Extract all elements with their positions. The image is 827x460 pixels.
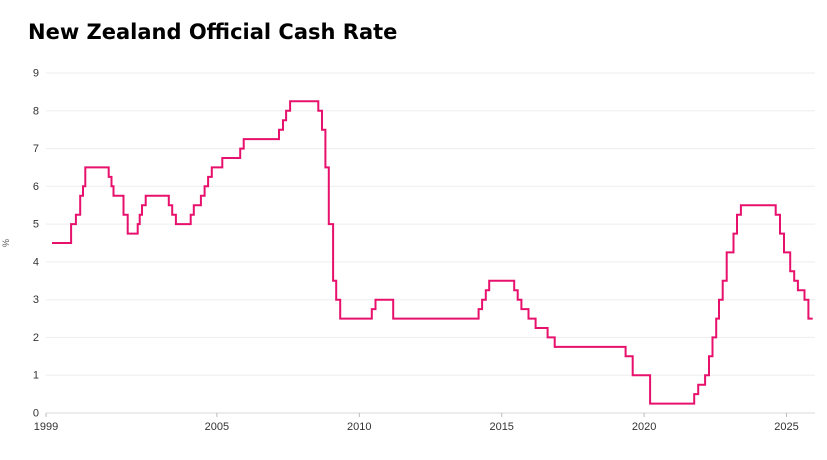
y-tick-label: 6 [33, 181, 39, 193]
y-tick-label: 9 [33, 68, 39, 80]
y-tick-label: 7 [33, 143, 39, 155]
y-tick-label: 2 [33, 332, 39, 344]
x-tick-label: 2020 [632, 421, 656, 433]
y-tick-label: 0 [33, 408, 39, 420]
x-tick-label: 2010 [347, 421, 371, 433]
x-tick-label: 2005 [205, 421, 229, 433]
ocr-line-chart: 0 1 2 3 4 5 6 7 8 9 1999 2005 2010 2015 2020 2025% [1, 68, 815, 433]
chart-title: New Zealand Official Cash Rate [28, 20, 398, 44]
y-tick-label: 5 [33, 219, 39, 231]
x-tick-label: 2015 [489, 421, 513, 433]
y-tick-label: 8 [33, 105, 39, 117]
x-tick-label: 1999 [34, 421, 58, 433]
y-tick-label: 3 [33, 294, 39, 306]
x-tick-label: 2025 [774, 421, 798, 433]
y-axis-unit-label: % [1, 239, 11, 247]
y-tick-label: 4 [33, 256, 39, 268]
y-tick-label: 1 [33, 370, 39, 382]
ocr-line [52, 100, 813, 405]
